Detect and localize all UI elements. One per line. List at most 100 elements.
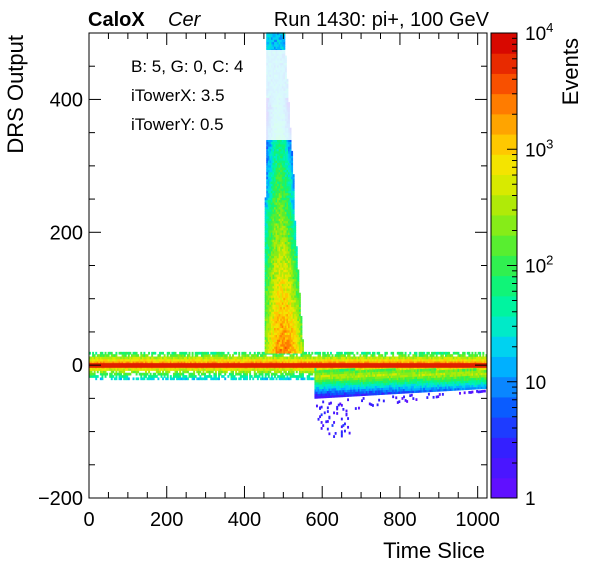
noise-cell: [446, 361, 449, 364]
undershoot-cell: [378, 392, 381, 396]
noise-cell: [90, 356, 93, 360]
pulse-cell: [274, 346, 276, 349]
undershoot-cell: [317, 386, 320, 390]
noise-cell: [107, 368, 110, 371]
undershoot-cell: [387, 375, 390, 379]
undershoot-cell: [347, 377, 350, 381]
pulse-cell: [280, 243, 283, 247]
undershoot-cell: [379, 385, 382, 389]
pulse-cell: [286, 236, 289, 240]
noise-cell: [455, 358, 458, 362]
noise-cell: [96, 358, 99, 362]
undershoot-cell: [378, 380, 381, 384]
noise-cell: [115, 358, 118, 362]
undershoot-outlier-cell: [320, 405, 323, 409]
undershoot-cell: [379, 382, 382, 386]
noise-cell: [432, 361, 435, 364]
noise-cell: [109, 351, 112, 355]
undershoot-cell: [320, 393, 323, 397]
undershoot-cell: [328, 385, 331, 389]
undershoot-cell: [343, 385, 346, 388]
noise-cell: [151, 358, 154, 362]
noise-cell: [194, 375, 197, 378]
undershoot-cell: [476, 377, 479, 381]
undershoot-cell: [339, 369, 342, 372]
pulse-cell: [284, 336, 287, 340]
undershoot-cell: [359, 379, 362, 383]
undershoot-cell: [462, 368, 465, 372]
undershoot-cell: [328, 374, 331, 378]
noise-cell: [200, 372, 203, 376]
pulse-cell: [266, 227, 269, 231]
pulse-cell: [275, 267, 278, 270]
undershoot-cell: [384, 391, 387, 395]
pulse-cell: [295, 257, 298, 261]
pulse-cell: [295, 269, 298, 273]
undershoot-cell: [455, 378, 458, 382]
pulse-cell: [278, 332, 281, 335]
pulse-cell: [270, 285, 273, 289]
noise-cell: [387, 361, 390, 364]
pulse-cell: [284, 320, 287, 324]
pulse-cell: [298, 304, 301, 308]
noise-cell: [294, 375, 297, 378]
undershoot-cell: [357, 386, 360, 390]
noise-cell: [140, 372, 143, 376]
pulse-cell: [267, 325, 270, 329]
undershoot-cell: [370, 371, 373, 375]
pulse-cell: [284, 271, 287, 275]
noise-cell: [148, 375, 151, 378]
undershoot-cell: [424, 385, 427, 388]
undershoot-cell: [451, 388, 454, 391]
undershoot-cell: [407, 376, 410, 380]
noise-cell: [211, 370, 214, 374]
undershoot-cell: [432, 372, 435, 376]
undershoot-cell: [455, 385, 458, 389]
undershoot-cell: [333, 374, 336, 377]
noise-cell: [446, 354, 449, 357]
undershoot-cell: [329, 383, 332, 387]
noise-cell: [137, 370, 140, 374]
undershoot-cell: [437, 372, 440, 376]
noise-cell: [138, 368, 141, 371]
noise-cell: [121, 351, 124, 355]
noise-cell: [250, 375, 253, 378]
noise-cell: [216, 356, 219, 360]
undershoot-cell: [398, 384, 401, 387]
noise-cell: [356, 361, 359, 364]
undershoot-cell: [364, 390, 367, 394]
noise-cell: [140, 377, 143, 381]
undershoot-cell: [443, 383, 446, 387]
noise-cell: [200, 361, 203, 364]
undershoot-cell: [359, 391, 362, 394]
undershoot-cell: [401, 372, 404, 376]
noise-cell: [242, 356, 245, 360]
undershoot-cell: [406, 372, 409, 375]
pulse-cell: [286, 267, 289, 270]
pulse-cell: [291, 327, 294, 331]
noise-cell: [311, 358, 314, 362]
undershoot-cell: [392, 384, 395, 388]
undershoot-cell: [392, 368, 395, 372]
pulse-cell: [291, 239, 294, 242]
pulse-cell: [280, 309, 283, 312]
noise-cell: [289, 356, 292, 360]
noise-cell: [141, 361, 144, 364]
noise-cell: [110, 372, 113, 376]
pulse-cell: [295, 276, 298, 280]
noise-cell: [311, 351, 314, 355]
pulse-cell: [270, 302, 273, 305]
pulse-cell: [283, 309, 286, 312]
undershoot-cell: [357, 391, 360, 394]
undershoot-cell: [375, 371, 378, 375]
noise-cell: [228, 356, 231, 360]
noise-cell: [404, 368, 407, 371]
undershoot-cell: [406, 383, 409, 387]
noise-cell: [367, 361, 370, 364]
undershoot-tail-cell: [328, 402, 331, 406]
noise-cell: [244, 356, 247, 360]
noise-cell: [123, 361, 126, 364]
undershoot-cell: [420, 371, 423, 375]
noise-cell: [413, 358, 416, 362]
undershoot-cell: [382, 387, 385, 391]
